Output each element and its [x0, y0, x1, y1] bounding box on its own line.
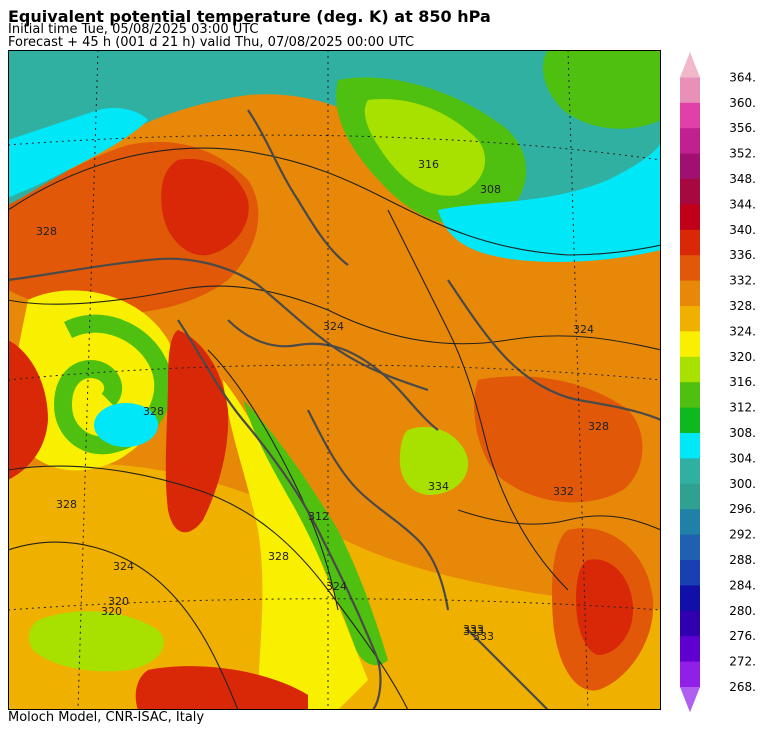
- legend-tick-label: 304.: [729, 451, 756, 465]
- legend-color-box: [680, 128, 700, 155]
- legend-tick-label: 332.: [729, 274, 756, 288]
- legend-tick-label: 268.: [729, 680, 756, 694]
- legend-color-box: [680, 280, 700, 307]
- legend-color-box: [680, 382, 700, 409]
- field-zone-308-northwest: [8, 108, 148, 198]
- field-zone-336-south: [135, 666, 308, 710]
- contour-label: 320: [101, 605, 122, 618]
- legend-color-box: [680, 661, 700, 688]
- field-zone-336-west: [8, 340, 48, 480]
- legend-color-box: [680, 204, 700, 231]
- contour-label: 332: [553, 485, 574, 498]
- field-zone-320-central: [223, 380, 368, 710]
- legend-tick-label: 348.: [729, 172, 756, 186]
- contour-label: 312: [308, 510, 329, 523]
- legend-color-box: [680, 687, 700, 713]
- legend-color-box: [680, 636, 700, 663]
- legend-color-box: [680, 356, 700, 383]
- legend-color-box: [680, 306, 700, 332]
- legend-tick-label: 284.: [729, 578, 756, 592]
- lat-lon-grid: [8, 50, 661, 710]
- contour-label: 333: [473, 630, 494, 643]
- legend-tick-label: 344.: [729, 197, 756, 211]
- legend-color-box: [680, 585, 700, 612]
- legend-color-box: [680, 52, 700, 78]
- contour-label: 333: [463, 623, 484, 636]
- legend-tick-label: 340.: [729, 223, 756, 237]
- contour-label: 328: [36, 225, 57, 238]
- field-swirl-arm-312: [53, 314, 173, 455]
- theta-e-map: 316 308 324 324 328 320 328 312 324 328 328 332 334 3…: [8, 50, 661, 710]
- legend-color-box: [680, 255, 700, 282]
- legend-tick-label: 292.: [729, 528, 756, 542]
- contour-label: 324: [326, 580, 347, 593]
- field-zone-316-north: [364, 99, 486, 196]
- contour-label: 328: [56, 498, 77, 511]
- legend-color-box: [680, 229, 700, 256]
- field-zone-332-east: [474, 376, 643, 503]
- legend-color-box: [680, 433, 700, 459]
- field-zone-316-southwest: [28, 611, 164, 672]
- legend-tick-label: 296.: [729, 502, 756, 516]
- legend-tick-label: 312.: [729, 401, 756, 415]
- legend-color-box: [680, 560, 700, 586]
- legend-color-box: [680, 458, 700, 485]
- isotherm-contours: [8, 147, 661, 710]
- contour-label: 328: [588, 420, 609, 433]
- legend-tick-label: 360.: [729, 96, 756, 110]
- contour-label: 328: [143, 405, 164, 418]
- legend-color-box: [680, 331, 700, 358]
- field-zone-336-italy: [165, 330, 229, 533]
- legend-color-box: [680, 153, 700, 180]
- contour-label: 334: [428, 480, 449, 493]
- field-swirl-core-308: [94, 403, 158, 447]
- legend-tick-label: 324.: [729, 324, 756, 338]
- contour-label: 324: [573, 323, 594, 336]
- legend-color-box: [680, 407, 700, 434]
- contour-label: 308: [480, 183, 501, 196]
- field-zone-316-balkan: [399, 426, 469, 495]
- contour-label: 324: [113, 560, 134, 573]
- footer-credit: Moloch Model, CNR-ISAC, Italy: [8, 710, 205, 725]
- legend-tick-label: 356.: [729, 121, 756, 135]
- chart-title: Equivalent potential temperature (deg. K…: [8, 7, 491, 26]
- legend-color-box: [680, 179, 700, 205]
- contour-label: 324: [323, 320, 344, 333]
- legend-color-boxes: [680, 52, 700, 713]
- legend-tick-label: 276.: [729, 629, 756, 643]
- legend-tick-label: 280.: [729, 604, 756, 618]
- initial-time: Initial time Tue, 05/08/2025 03:00 UTC: [8, 22, 259, 37]
- legend-color-box: [680, 610, 700, 637]
- legend-tick-label: 272.: [729, 655, 756, 669]
- legend-tick-label: 320.: [729, 350, 756, 364]
- legend-tick-label: 336.: [729, 248, 756, 262]
- legend-tick-label: 308.: [729, 426, 756, 440]
- legend-tick-label: 288.: [729, 553, 756, 567]
- contour-label: 320: [108, 595, 129, 608]
- legend-color-box: [680, 483, 700, 510]
- field-zone-336-northwest: [161, 159, 249, 256]
- coastlines-borders: [8, 109, 661, 710]
- map-frame: [8, 50, 661, 710]
- contour-label: 333: [463, 625, 484, 638]
- legend-color-box: [680, 102, 700, 129]
- field-zone-312-northeast: [543, 50, 661, 129]
- legend-tick-labels: 364. 360. 356. 352. 348. 344. 340. 336. 332. 328.…: [729, 70, 756, 694]
- legend-tick-label: 300.: [729, 477, 756, 491]
- legend-tick-label: 316.: [729, 375, 756, 389]
- legend-tick-label: 328.: [729, 299, 756, 313]
- forecast-valid-time: Forecast + 45 h (001 d 21 h) valid Thu, …: [8, 35, 415, 50]
- legend-color-box: [680, 509, 700, 536]
- field-zone-308-northeast: [438, 140, 661, 262]
- legend-tick-label: 352.: [729, 147, 756, 161]
- legend-tick-label: 364.: [729, 70, 756, 84]
- legend-color-box: [680, 534, 700, 561]
- contour-label: 328: [268, 550, 289, 563]
- legend-color-box: [680, 77, 700, 104]
- contour-labels: 316 308 324 324 328 320 328 312 324 328 328 332 334 3…: [36, 158, 609, 643]
- contour-label: 316: [418, 158, 439, 171]
- color-legend: 364. 360. 356. 352. 348. 344. 340. 336. 332. 328.…: [680, 52, 756, 713]
- field-zone-336-southeast: [576, 559, 633, 655]
